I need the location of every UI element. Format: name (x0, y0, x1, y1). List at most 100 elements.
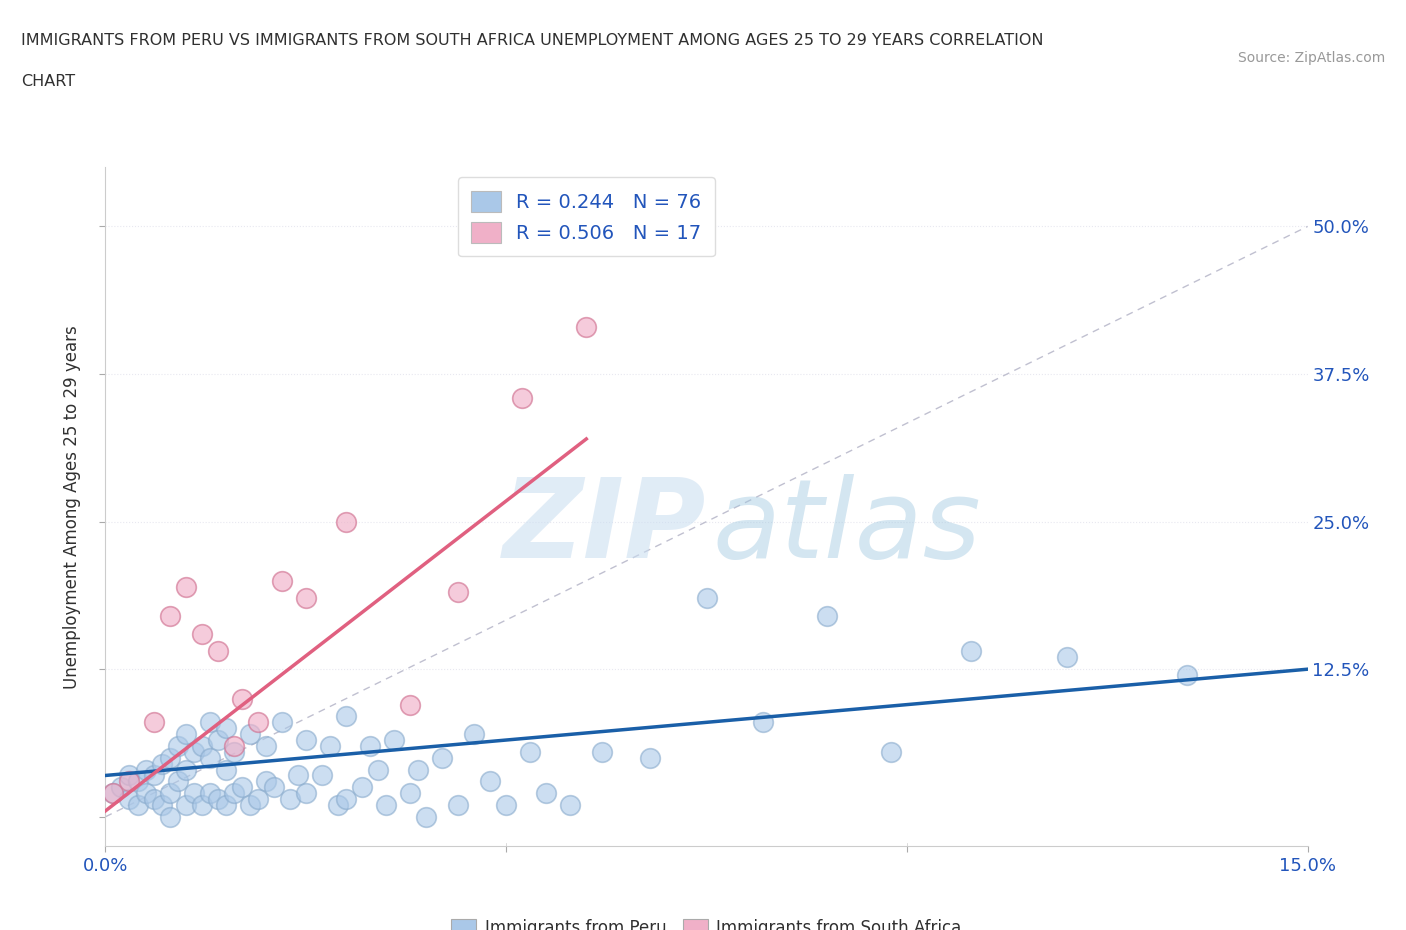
Text: Source: ZipAtlas.com: Source: ZipAtlas.com (1237, 51, 1385, 65)
Point (880, 744, 903, 759)
Point (214, 798, 236, 813)
Point (640, 751, 662, 765)
Point (295, 591, 318, 605)
Point (110, 780, 132, 795)
Text: CHART: CHART (21, 74, 75, 89)
Point (295, 786, 318, 801)
Point (166, 774, 188, 789)
Point (231, 780, 253, 795)
Point (463, 726, 485, 741)
Point (591, 744, 613, 759)
Point (374, 798, 398, 813)
Point (183, 744, 205, 759)
Point (367, 762, 389, 777)
Point (190, 738, 212, 753)
Point (575, 319, 598, 334)
Point (159, 786, 181, 801)
Point (350, 780, 373, 795)
Point (207, 644, 229, 659)
Point (278, 791, 301, 806)
Point (118, 774, 141, 789)
Point (1177, 668, 1199, 683)
Point (1056, 650, 1078, 665)
Point (246, 715, 269, 730)
Point (118, 791, 141, 806)
Point (960, 644, 983, 659)
Point (207, 791, 229, 806)
Point (519, 744, 541, 759)
Point (239, 798, 262, 813)
Point (254, 738, 277, 753)
Point (287, 768, 309, 783)
Point (335, 791, 357, 806)
Point (270, 573, 292, 588)
Point (127, 774, 149, 789)
Point (415, 809, 437, 824)
Point (430, 751, 453, 765)
Point (166, 738, 188, 753)
Point (118, 768, 141, 783)
Point (222, 786, 245, 801)
Point (159, 751, 181, 765)
Point (560, 798, 582, 813)
Point (198, 751, 221, 765)
Point (295, 733, 318, 748)
Point (190, 626, 212, 641)
Point (231, 691, 253, 706)
Point (406, 762, 429, 777)
Point (239, 726, 262, 741)
Point (447, 585, 470, 600)
Point (174, 762, 197, 777)
Point (135, 762, 157, 777)
Point (214, 721, 236, 736)
Point (399, 786, 422, 801)
Point (198, 786, 221, 801)
Point (495, 798, 517, 813)
Point (319, 738, 342, 753)
Point (335, 514, 357, 529)
Point (382, 733, 405, 748)
Point (150, 756, 173, 771)
Point (222, 738, 245, 753)
Text: ZIP: ZIP (503, 473, 707, 580)
Point (479, 774, 502, 789)
Y-axis label: Unemployment Among Ages 25 to 29 years: Unemployment Among Ages 25 to 29 years (63, 325, 82, 689)
Point (399, 698, 422, 712)
Point (142, 768, 165, 783)
Point (246, 791, 269, 806)
Point (263, 780, 285, 795)
Point (534, 786, 557, 801)
Point (174, 798, 197, 813)
Point (510, 391, 533, 405)
Point (359, 738, 381, 753)
Point (142, 791, 165, 806)
Point (335, 709, 357, 724)
Point (103, 786, 125, 801)
Point (142, 715, 165, 730)
Point (150, 798, 173, 813)
Point (190, 798, 212, 813)
Point (751, 715, 773, 730)
Point (103, 786, 125, 801)
Point (270, 715, 292, 730)
Legend: Immigrants from Peru, Immigrants from South Africa: Immigrants from Peru, Immigrants from So… (444, 912, 969, 930)
Point (198, 715, 221, 730)
Point (311, 768, 333, 783)
Point (222, 744, 245, 759)
Point (207, 733, 229, 748)
Point (135, 786, 157, 801)
Point (183, 786, 205, 801)
Point (326, 798, 349, 813)
Point (815, 608, 838, 623)
Point (127, 798, 149, 813)
Point (159, 608, 181, 623)
Point (174, 726, 197, 741)
Point (159, 809, 181, 824)
Point (696, 591, 718, 605)
Point (447, 798, 470, 813)
Point (254, 774, 277, 789)
Point (174, 579, 197, 594)
Text: IMMIGRANTS FROM PERU VS IMMIGRANTS FROM SOUTH AFRICA UNEMPLOYMENT AMONG AGES 25 : IMMIGRANTS FROM PERU VS IMMIGRANTS FROM … (21, 33, 1043, 47)
Point (214, 762, 236, 777)
Text: atlas: atlas (713, 473, 981, 580)
